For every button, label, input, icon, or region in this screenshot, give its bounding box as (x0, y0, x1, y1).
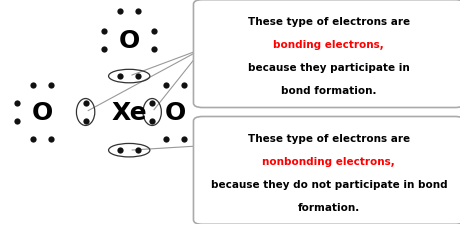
Text: These type of electrons are: These type of electrons are (248, 134, 410, 144)
Text: O: O (31, 101, 53, 124)
Text: Xe: Xe (111, 101, 147, 124)
Text: formation.: formation. (298, 202, 360, 212)
Text: These type of electrons are: These type of electrons are (248, 17, 410, 27)
Text: because they participate in: because they participate in (248, 63, 410, 73)
Text: bonding electrons,: bonding electrons, (273, 40, 384, 50)
FancyBboxPatch shape (193, 1, 464, 108)
Text: bond formation.: bond formation. (281, 86, 377, 96)
Text: nonbonding electrons,: nonbonding electrons, (263, 157, 395, 166)
Text: O: O (118, 29, 140, 53)
Text: O: O (164, 101, 186, 124)
FancyBboxPatch shape (193, 117, 464, 224)
Text: because they do not participate in bond: because they do not participate in bond (210, 179, 447, 189)
